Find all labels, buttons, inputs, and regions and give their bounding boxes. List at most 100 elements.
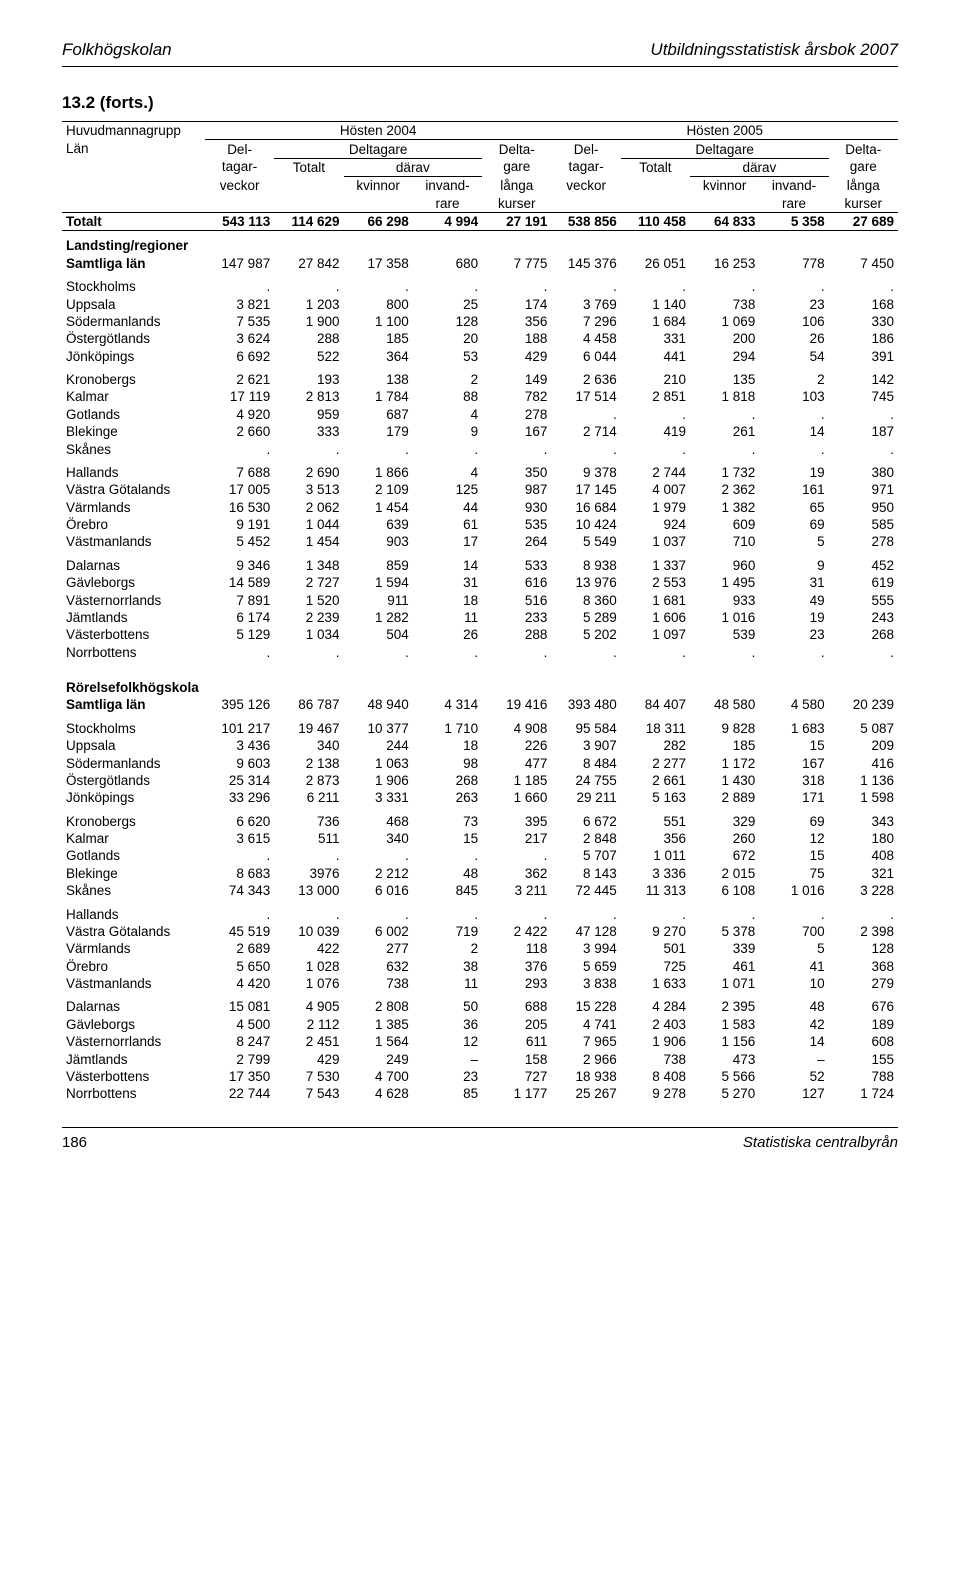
cell: 142 (829, 371, 898, 388)
row-label: Uppsala (62, 295, 205, 312)
cell: 441 (621, 348, 690, 365)
col-tagar-a: tagar- (205, 158, 274, 176)
table-row: Kalmar3 615511340152172 84835626012180 (62, 830, 898, 847)
cell: 1 683 (759, 720, 828, 737)
cell: 14 589 (205, 574, 274, 591)
cell: . (413, 278, 482, 295)
col-darav-b: därav (690, 158, 829, 176)
cell: 6 108 (690, 882, 759, 899)
cell: 8 408 (621, 1068, 690, 1085)
table-row: Norrbottens.......... (62, 644, 898, 661)
cell: 19 (759, 609, 828, 626)
cell: 376 (482, 958, 551, 975)
cell: 1 185 (482, 772, 551, 789)
cell: 7 965 (551, 1033, 620, 1050)
row-label: Stockholms (62, 278, 205, 295)
cell: 339 (690, 940, 759, 957)
cell: 2 690 (274, 464, 343, 481)
cell: 960 (690, 557, 759, 574)
cell: 395 126 (205, 696, 274, 713)
cell: 6 002 (344, 923, 413, 940)
cell: 64 833 (690, 212, 759, 230)
cell: 9 (759, 557, 828, 574)
cell: . (344, 440, 413, 457)
table-row: Jämtlands2 799429249–1582 966738473–155 (62, 1050, 898, 1067)
row-samtliga: Samtliga län147 98727 84217 3586807 7751… (62, 255, 898, 272)
cell: 9 346 (205, 557, 274, 574)
cell: 17 005 (205, 481, 274, 498)
cell: 1 598 (829, 789, 898, 806)
cell: 6 620 (205, 813, 274, 830)
row-totalt: Totalt543 113114 62966 2984 99427 191538… (62, 212, 898, 230)
cell: 8 484 (551, 754, 620, 771)
cell: 24 755 (551, 772, 620, 789)
cell: 17 358 (344, 255, 413, 272)
cell: 3 211 (482, 882, 551, 899)
cell: 1 034 (274, 626, 343, 643)
cell: 268 (829, 626, 898, 643)
cell: 356 (482, 313, 551, 330)
cell: 6 692 (205, 348, 274, 365)
cell: 85 (413, 1085, 482, 1102)
cell: 5 289 (551, 609, 620, 626)
cell: 18 938 (551, 1068, 620, 1085)
cell: 5 (759, 940, 828, 957)
cell: 7 530 (274, 1068, 343, 1085)
cell: 800 (344, 295, 413, 312)
row-label: Södermanlands (62, 754, 205, 771)
cell: 10 (759, 975, 828, 992)
col-invand-b: invand- (759, 177, 828, 195)
cell: 16 253 (690, 255, 759, 272)
table-row: Jönköpings33 2966 2113 3312631 66029 211… (62, 789, 898, 806)
cell: 26 (759, 330, 828, 347)
cell: 3 624 (205, 330, 274, 347)
table-row: Västmanlands5 4521 454903172645 5491 037… (62, 533, 898, 550)
footer-source: Statistiska centralbyrån (743, 1134, 898, 1151)
cell: 473 (690, 1050, 759, 1067)
cell: 522 (274, 348, 343, 365)
cell: 47 128 (551, 923, 620, 940)
row-label: Skånes (62, 440, 205, 457)
cell: 53 (413, 348, 482, 365)
cell: 736 (274, 813, 343, 830)
cell: 2 212 (344, 865, 413, 882)
cell: 5 566 (690, 1068, 759, 1085)
cell: . (482, 278, 551, 295)
cell: 12 (413, 1033, 482, 1050)
cell: 209 (829, 737, 898, 754)
cell: 501 (621, 940, 690, 957)
cell: . (829, 905, 898, 922)
cell: 5 270 (690, 1085, 759, 1102)
cell: 356 (621, 830, 690, 847)
row-label: Örebro (62, 516, 205, 533)
cell: 4 628 (344, 1085, 413, 1102)
cell: 8 938 (551, 557, 620, 574)
cell: 7 688 (205, 464, 274, 481)
cell: . (551, 905, 620, 922)
cell: 778 (759, 255, 828, 272)
col-totalt-b: Totalt (621, 158, 690, 176)
row-label: Samtliga län (62, 696, 205, 713)
cell: . (413, 847, 482, 864)
cell: 277 (344, 940, 413, 957)
data-table: Huvudmannagrupp Hösten 2004 Hösten 2005 … (62, 121, 898, 1103)
cell: 782 (482, 388, 551, 405)
table-row: Uppsala3 8211 203800251743 7691 14073823… (62, 295, 898, 312)
cell: 25 267 (551, 1085, 620, 1102)
cell: . (344, 905, 413, 922)
cell: . (690, 278, 759, 295)
cell: 2 398 (829, 923, 898, 940)
cell: 1 866 (344, 464, 413, 481)
cell: 282 (621, 737, 690, 754)
cell: 1 382 (690, 499, 759, 516)
cell: 185 (344, 330, 413, 347)
row-label: Västerbottens (62, 1068, 205, 1085)
cell: 179 (344, 423, 413, 440)
row-label: Västra Götalands (62, 481, 205, 498)
cell: 50 (413, 998, 482, 1015)
cell: 6 672 (551, 813, 620, 830)
cell: 1 097 (621, 626, 690, 643)
cell: 72 445 (551, 882, 620, 899)
cell: 452 (829, 557, 898, 574)
cell: . (759, 406, 828, 423)
